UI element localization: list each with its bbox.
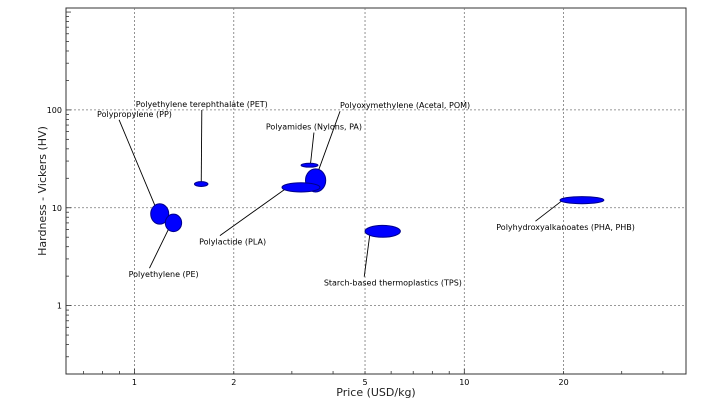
bubble-polyamides-nylons-pa	[300, 162, 319, 168]
leader-line-polyethylene-pe	[149, 229, 169, 269]
x-tick-label: 2	[231, 378, 236, 387]
x-axis-title: Price (USD/kg)	[336, 386, 415, 399]
label-polypropylene-pp: Polypropylene (PP)	[97, 110, 172, 119]
grid	[66, 8, 686, 374]
material-bubbles	[150, 162, 605, 238]
y-tick-label: 100	[47, 106, 62, 115]
bubble-polypropylene-pp	[150, 203, 170, 225]
label-polylactide-pla: Polylactide (PLA)	[199, 238, 266, 247]
y-axis-ticks: 1 10 100	[47, 11, 71, 375]
y-tick-label: 1	[57, 302, 62, 311]
bubble-polyethylene-terephthalate-pet	[193, 181, 209, 187]
leader-line-polyhydroxyalkanoates-pha-phb	[535, 200, 562, 222]
leader-line-polyoxymethylene-acetal-pom	[318, 111, 341, 170]
label-polyethylene-pe: Polyethylene (PE)	[129, 270, 199, 279]
label-polyamides-nylons-pa: Polyamides (Nylons, PA)	[266, 123, 362, 132]
y-tick-label: 10	[52, 204, 62, 213]
label-polyethylene-terephthalate-pet: Polyethylene terephthalate (PET)	[136, 100, 268, 109]
material-labels: Polyamides (Nylons, PA) Polyethylene tere…	[97, 100, 635, 288]
leader-line-polylactide-pla	[219, 189, 285, 236]
x-tick-label: 10	[459, 378, 469, 387]
label-polyoxymethylene-acetal-pom: Polyoxymethylene (Acetal, POM)	[340, 101, 470, 110]
leader-line-polyamides-nylons-pa	[310, 132, 315, 164]
leader-line-polypropylene-pp	[118, 119, 156, 206]
bubble-polyethylene-pe	[164, 213, 183, 233]
bubble-polyhydroxyalkanoates-pha-phb	[559, 196, 605, 205]
x-axis-ticks: 1 2 5 10 20	[82, 369, 664, 387]
bubble-polylactide-pla	[281, 182, 321, 193]
y-axis-title: Hardness - Vickers (HV)	[36, 126, 49, 256]
label-starch-based-thermoplastics-tps: Starch-based thermoplastics (TPS)	[324, 279, 462, 288]
leader-line-starch-based-thermoplastics-tps	[363, 235, 371, 277]
bubble-starch-based-thermoplastics-tps	[364, 224, 401, 238]
label-leader-lines	[118, 110, 562, 277]
plot-area	[65, 7, 687, 375]
label-polyhydroxyalkanoates-pha-phb: Polyhydroxyalkanoates (PHA, PHB)	[496, 223, 635, 232]
x-tick-label: 5	[362, 378, 367, 387]
leader-line-polyethylene-terephthalate-pet	[200, 110, 203, 182]
x-tick-label: 1	[132, 378, 137, 387]
x-tick-label: 20	[559, 378, 569, 387]
